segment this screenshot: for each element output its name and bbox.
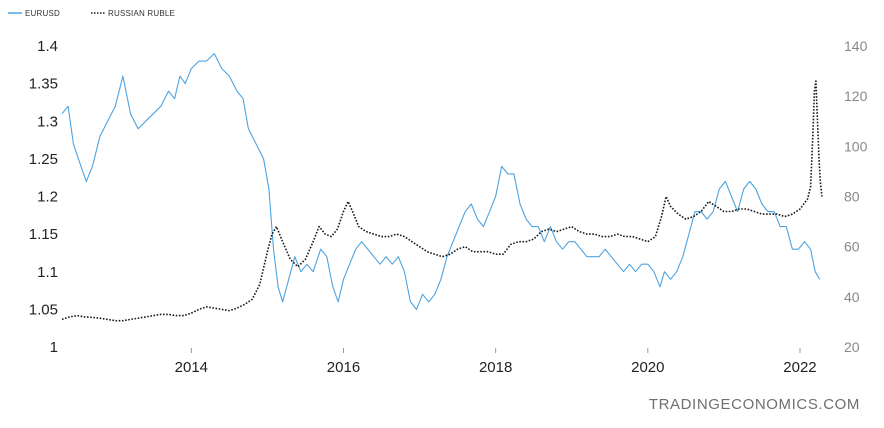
y-left-tick-label: 1.35 [29, 76, 58, 93]
y-left-tick-label: 1 [50, 339, 58, 356]
y-left-tick-label: 1.3 [37, 113, 58, 130]
y-left-tick-label: 1.05 [29, 301, 58, 318]
y-left-tick-label: 1.15 [29, 226, 58, 243]
y-right-tick-label: 60 [844, 239, 860, 255]
y-left-tick-label: 1.1 [37, 264, 58, 281]
series-layer [61, 52, 823, 322]
y-right-tick-label: 100 [844, 138, 868, 154]
legend-label-russian-ruble: RUSSIAN RUBLE [108, 9, 175, 18]
watermark: TRADINGECONOMICS.COM [649, 396, 860, 413]
legend-label-eurusd: EURUSD [25, 9, 60, 18]
y-right-tick-label: 140 [844, 38, 868, 54]
y-right-tick-label: 40 [844, 289, 860, 305]
series-line-russian-ruble [61, 80, 823, 322]
y-axis-left: 1 1.05 1.1 1.15 1.2 1.25 1.3 1.35 1.4 [29, 38, 58, 356]
x-tick-label: 2020 [631, 359, 664, 376]
y-axis-right: 20 40 60 80 100 120 140 [844, 38, 868, 355]
x-tick-label: 2022 [783, 359, 816, 376]
series-line-eurusd [61, 52, 821, 310]
y-left-tick-label: 1.2 [37, 189, 58, 206]
y-left-tick-label: 1.25 [29, 151, 58, 168]
x-tick-label: 2016 [327, 359, 360, 376]
y-left-tick-label: 1.4 [37, 38, 58, 55]
y-right-tick-label: 80 [844, 189, 860, 205]
y-right-tick-label: 20 [844, 339, 860, 355]
x-tick-label: 2014 [175, 359, 208, 376]
legend: EURUSD RUSSIAN RUBLE [8, 9, 175, 18]
x-tick-label: 2018 [479, 359, 512, 376]
y-right-tick-label: 120 [844, 88, 868, 104]
x-axis: 2014 2016 2018 2020 2022 [175, 348, 817, 376]
